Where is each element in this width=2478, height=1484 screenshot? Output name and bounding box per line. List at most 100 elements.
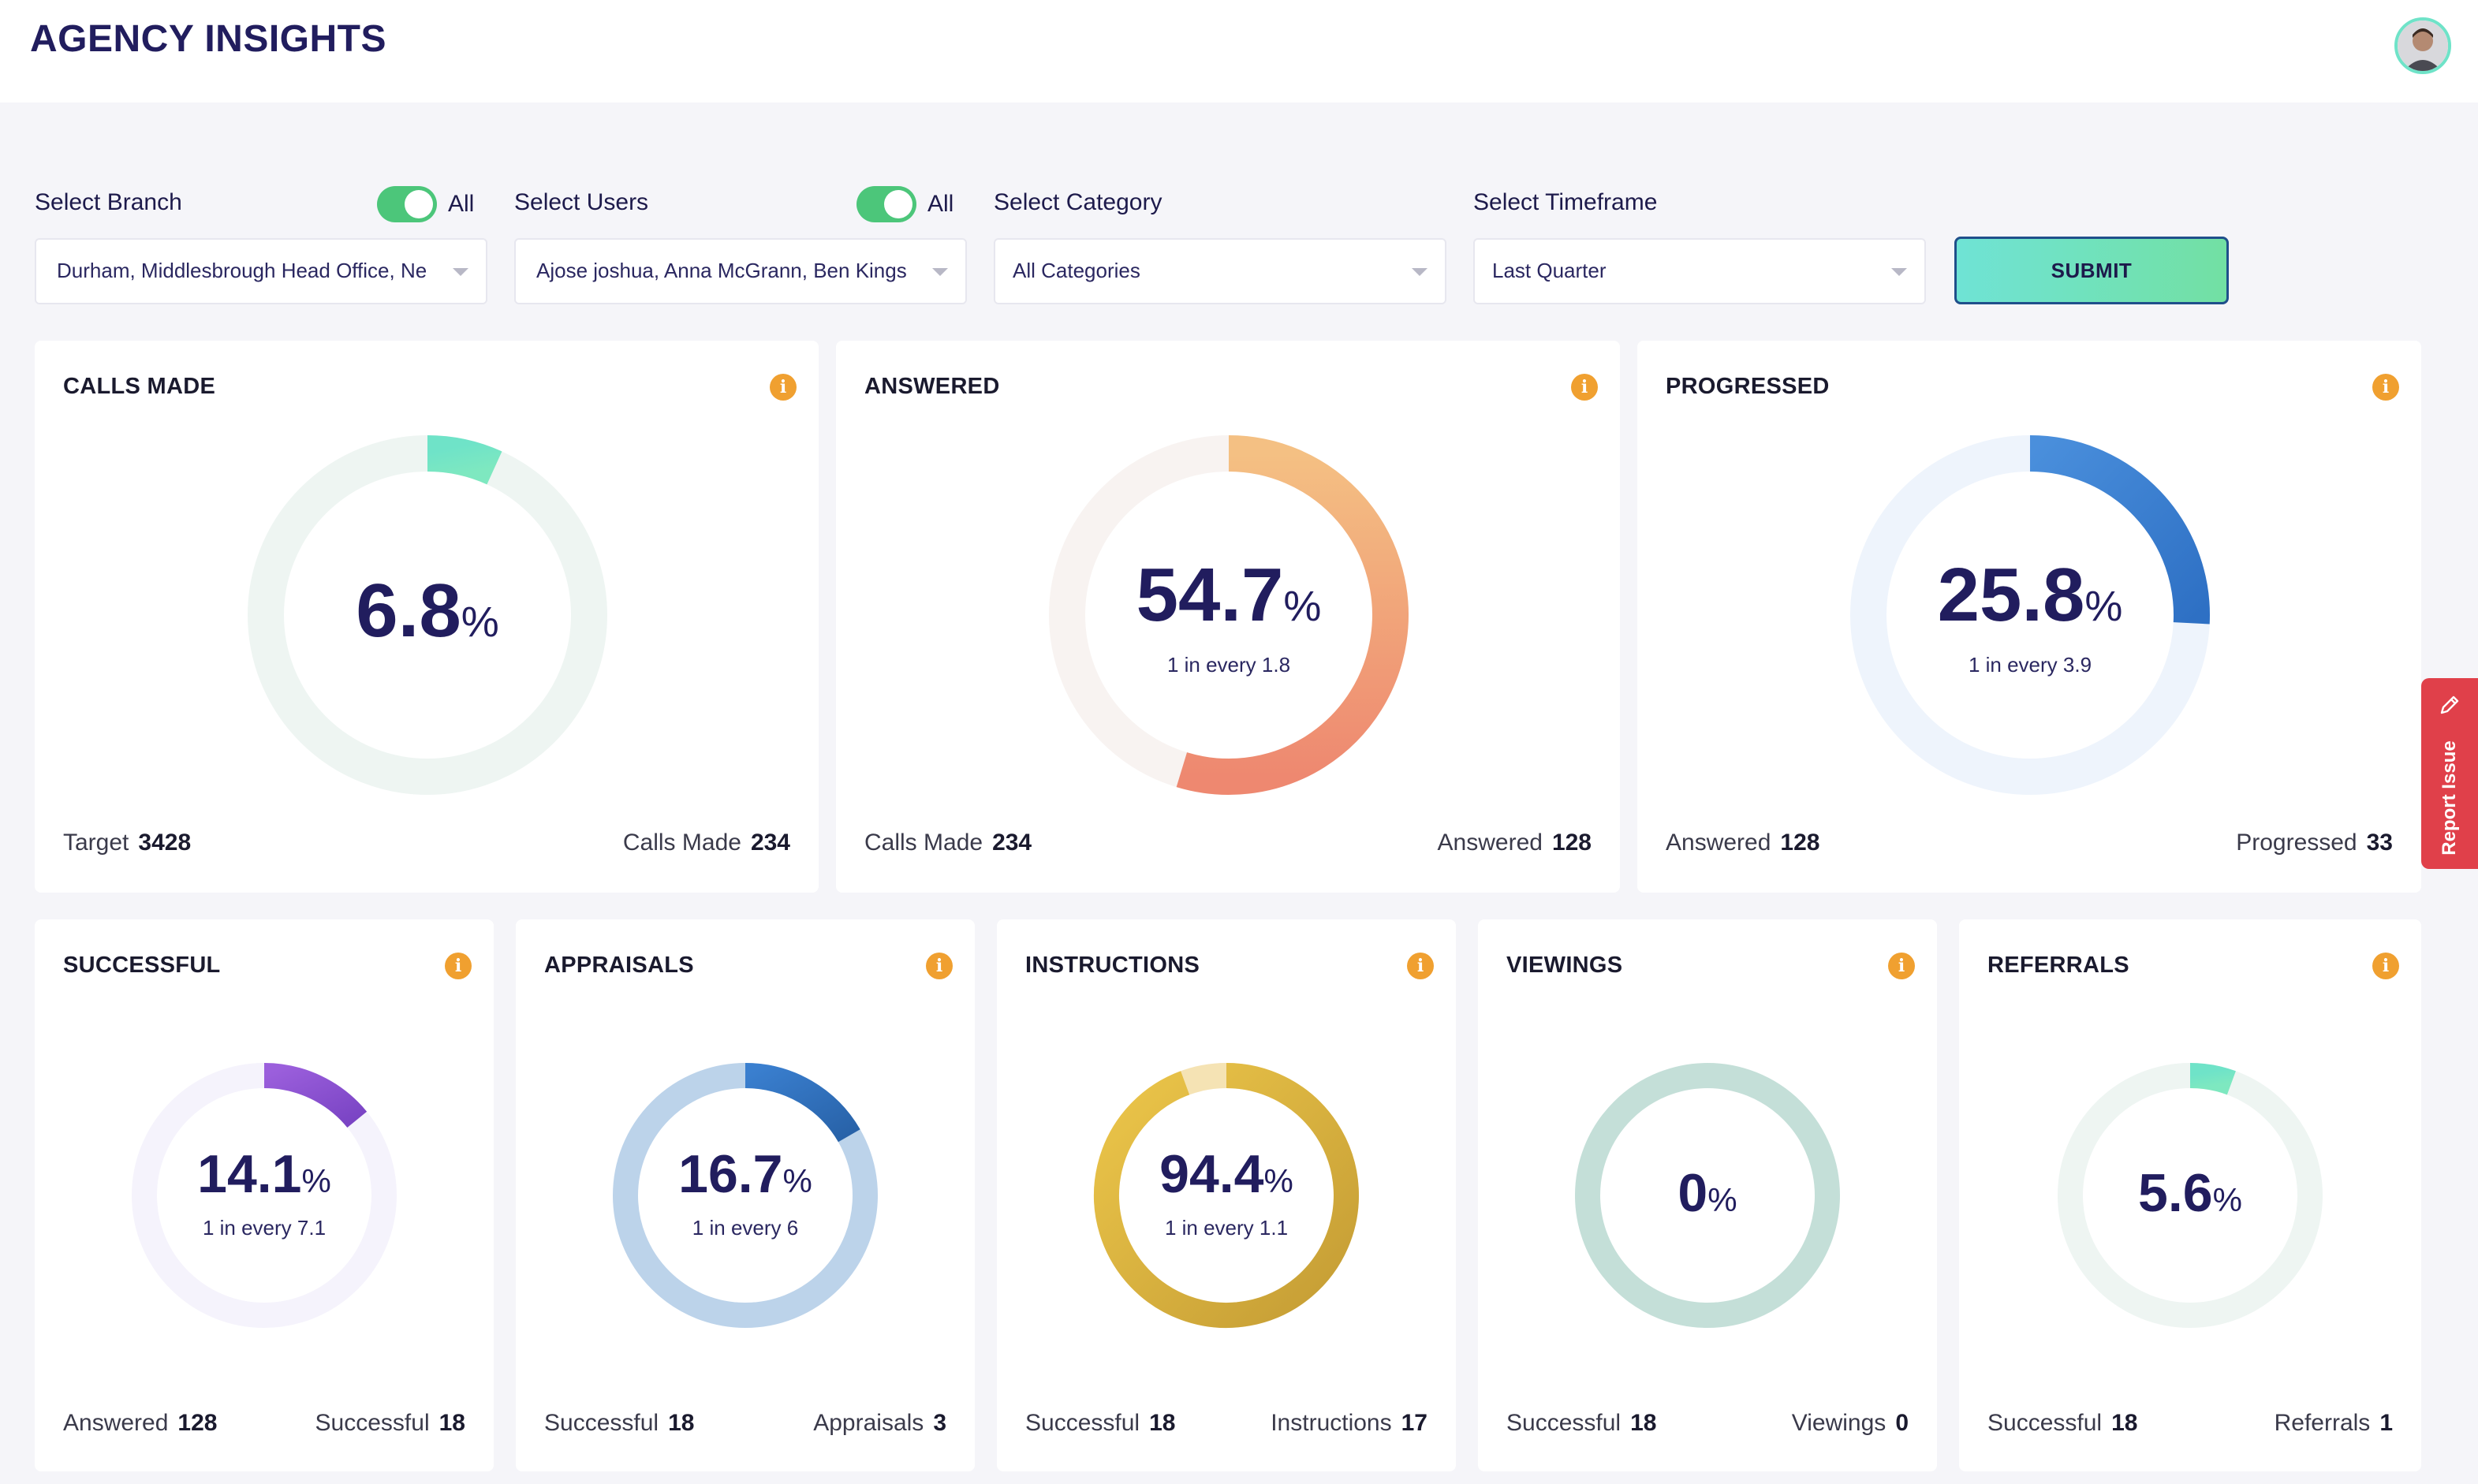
left-stat-label: Calls Made bbox=[864, 830, 983, 856]
right-stat: Viewings 0 bbox=[1792, 1410, 1909, 1437]
left-stat-label: Successful bbox=[1506, 1410, 1622, 1436]
left-stat: Target 3428 bbox=[63, 830, 191, 856]
card-title: ANSWERED bbox=[864, 374, 1000, 399]
left-stat-label: Answered bbox=[1666, 830, 1771, 856]
info-icon[interactable]: i bbox=[770, 374, 797, 401]
donut-chart bbox=[1093, 1063, 1359, 1328]
left-stat-label: Successful bbox=[1025, 1410, 1140, 1436]
info-icon[interactable]: i bbox=[1888, 953, 1915, 979]
donut-arc bbox=[427, 435, 502, 485]
users-all-toggle[interactable] bbox=[856, 186, 916, 222]
info-icon[interactable]: i bbox=[2372, 374, 2399, 401]
percent-number: 5.6 bbox=[2138, 1163, 2213, 1223]
left-stat: Answered 128 bbox=[1666, 830, 1819, 856]
donut-track bbox=[1575, 1063, 1840, 1328]
info-icon[interactable]: i bbox=[1407, 953, 1434, 979]
percent-number: 16.7 bbox=[678, 1144, 783, 1204]
percent-value: 54.7% bbox=[1047, 552, 1410, 639]
card-title: PROGRESSED bbox=[1666, 374, 1830, 399]
right-stat-label: Referrals bbox=[2274, 1410, 2371, 1436]
ratio-text: 1 in every 1.8 bbox=[1166, 653, 1291, 677]
info-icon[interactable]: i bbox=[926, 953, 953, 979]
right-stat: Appraisals 3 bbox=[813, 1410, 946, 1437]
timeframe-select[interactable]: Last Quarter bbox=[1473, 238, 1926, 304]
pencil-icon bbox=[2440, 695, 2459, 714]
percent-number: 6.8 bbox=[356, 569, 461, 653]
viewings-card: VIEWINGS i 0% Successful 18 Viewings 0 bbox=[1478, 919, 1937, 1471]
right-stat-label: Progressed bbox=[2236, 830, 2357, 856]
percent-value: 16.7% bbox=[611, 1143, 879, 1205]
donut-arc bbox=[263, 1063, 368, 1128]
right-stat-label: Successful bbox=[315, 1410, 430, 1436]
card-title: APPRAISALS bbox=[544, 953, 694, 978]
instructions-donut: 94.4% 1 in every 1.1 bbox=[1092, 1061, 1360, 1329]
percent-number: 0 bbox=[1678, 1163, 1708, 1223]
donut-chart bbox=[2058, 1063, 2323, 1328]
left-stat-value: 128 bbox=[177, 1410, 218, 1436]
card-title: REFERRALS bbox=[1987, 953, 2129, 978]
right-stat-value: 234 bbox=[750, 830, 790, 856]
card-title: CALLS MADE bbox=[63, 374, 216, 399]
right-stat-value: 17 bbox=[1401, 1410, 1427, 1436]
left-stat: Successful 18 bbox=[1987, 1410, 2137, 1437]
branch-filter-label: Select Branch bbox=[35, 189, 182, 215]
percent-value: 14.1% bbox=[130, 1143, 398, 1205]
users-select-value: Ajose joshua, Anna McGrann, Ben Kings bbox=[536, 259, 907, 282]
info-icon[interactable]: i bbox=[2372, 953, 2399, 979]
info-icon[interactable]: i bbox=[445, 953, 472, 979]
submit-button[interactable]: SUBMIT bbox=[1954, 237, 2229, 304]
percent-sign: % bbox=[1283, 583, 1322, 630]
right-stat-value: 18 bbox=[439, 1410, 465, 1436]
appraisals-card: APPRAISALS i 16.7% 1 in every 6 Successf… bbox=[516, 919, 975, 1471]
chevron-down-icon bbox=[1412, 268, 1427, 276]
right-stat: Referrals 1 bbox=[2275, 1410, 2393, 1437]
right-stat: Instructions 17 bbox=[1271, 1410, 1427, 1437]
right-stat-value: 1 bbox=[2379, 1410, 2393, 1436]
percent-value: 0% bbox=[1573, 1162, 1842, 1224]
branch-select[interactable]: Durham, Middlesbrough Head Office, Ne bbox=[35, 238, 487, 304]
info-icon[interactable]: i bbox=[1571, 374, 1598, 401]
category-filter-label: Select Category bbox=[994, 189, 1162, 215]
referrals-donut: 5.6% bbox=[2056, 1061, 2324, 1329]
user-avatar[interactable] bbox=[2394, 17, 2451, 74]
users-select[interactable]: Ajose joshua, Anna McGrann, Ben Kings bbox=[514, 238, 967, 304]
users-filter-label: Select Users bbox=[514, 189, 649, 215]
left-stat: Calls Made 234 bbox=[864, 830, 1032, 856]
report-issue-tab[interactable]: Report Issue bbox=[2421, 678, 2478, 869]
right-stat-label: Instructions bbox=[1271, 1410, 1392, 1436]
right-stat-value: 3 bbox=[933, 1410, 946, 1436]
card-title: VIEWINGS bbox=[1506, 953, 1623, 978]
left-stat: Successful 18 bbox=[544, 1410, 694, 1437]
ratio-text: 1 in every 6 bbox=[692, 1216, 799, 1240]
category-select[interactable]: All Categories bbox=[994, 238, 1446, 304]
donut-arc bbox=[745, 1063, 860, 1143]
user-avatar-icon bbox=[2398, 21, 2448, 71]
right-stat: Progressed 33 bbox=[2236, 830, 2393, 856]
branch-all-toggle[interactable] bbox=[377, 186, 437, 222]
branch-all-label: All bbox=[448, 191, 475, 217]
percent-number: 25.8 bbox=[1937, 553, 2085, 637]
percent-sign: % bbox=[2084, 583, 2123, 630]
chevron-down-icon bbox=[1891, 268, 1907, 276]
left-stat-value: 18 bbox=[1149, 1410, 1176, 1436]
left-stat-label: Target bbox=[63, 830, 129, 856]
left-stat-value: 18 bbox=[2111, 1410, 2138, 1436]
right-stat: Calls Made 234 bbox=[623, 830, 790, 856]
ratio-text: 1 in every 3.9 bbox=[1968, 653, 2092, 677]
successful-card: SUCCESSFUL i 14.1% 1 in every 7.1 Answer… bbox=[35, 919, 494, 1471]
successful-donut: 14.1% 1 in every 7.1 bbox=[130, 1061, 398, 1329]
right-stat-label: Answered bbox=[1437, 830, 1543, 856]
percent-sign: % bbox=[2212, 1181, 2242, 1218]
percent-number: 14.1 bbox=[197, 1144, 302, 1204]
progressed-card: PROGRESSED i 25.8% 1 in every 3.9 Answer… bbox=[1637, 341, 2421, 893]
right-stat: Answered 128 bbox=[1438, 830, 1592, 856]
percent-sign: % bbox=[782, 1162, 812, 1199]
donut-chart bbox=[613, 1063, 878, 1328]
answered-donut: 54.7% 1 in every 1.8 bbox=[1047, 434, 1410, 796]
calls-made-card: CALLS MADE i 6.8% Target 3428 Calls Made 2… bbox=[35, 341, 819, 893]
chevron-down-icon bbox=[453, 268, 468, 276]
percent-value: 5.6% bbox=[2056, 1162, 2324, 1224]
ratio-text: 1 in every 1.1 bbox=[1164, 1216, 1289, 1240]
progressed-donut: 25.8% 1 in every 3.9 bbox=[1849, 434, 2211, 796]
ratio-text: 1 in every 7.1 bbox=[202, 1216, 327, 1240]
